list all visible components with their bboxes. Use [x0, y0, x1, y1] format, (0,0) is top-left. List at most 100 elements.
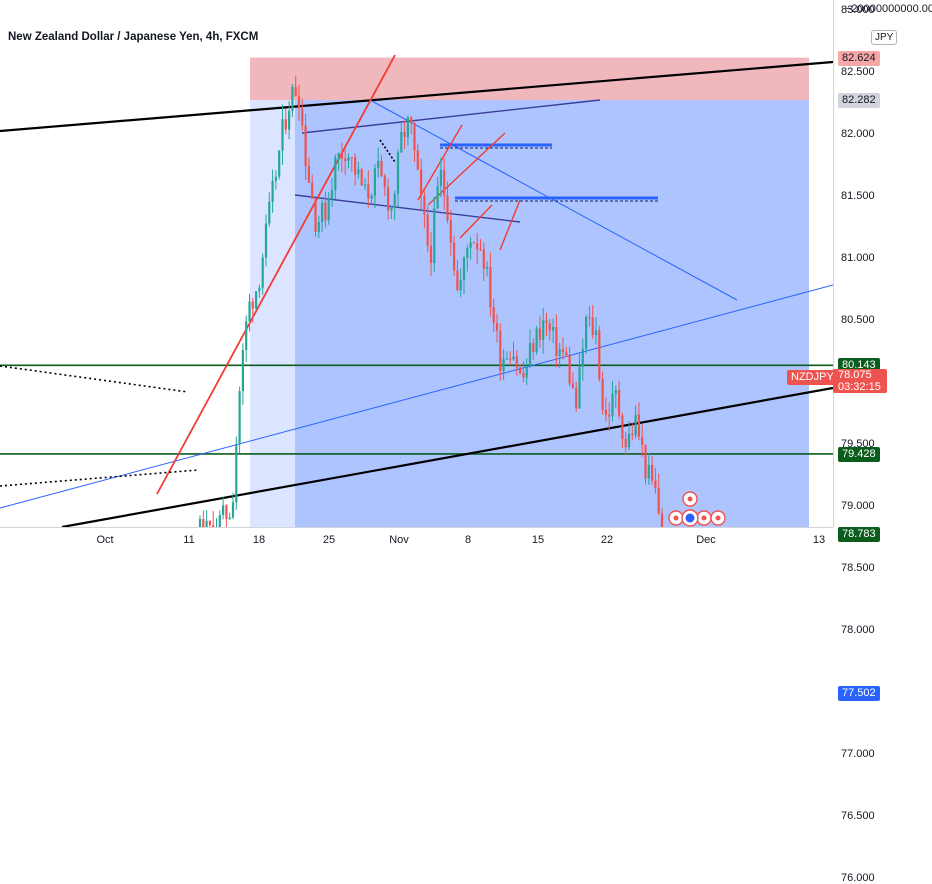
candle-body: [350, 157, 353, 159]
candle-body: [601, 378, 604, 410]
candle-body: [370, 195, 373, 199]
candle-body: [212, 525, 215, 527]
price-tick-label: 77.000: [841, 748, 875, 760]
candle-body: [462, 257, 466, 281]
candle-body: [271, 180, 274, 202]
candle-body: [532, 343, 535, 352]
candle-body: [456, 270, 459, 291]
candle-body: [410, 117, 413, 123]
candle-body: [337, 152, 340, 158]
candle-body: [321, 202, 324, 223]
price-tag: 82.282: [838, 93, 880, 109]
candle-body: [327, 199, 330, 221]
time-tick-label: 11: [183, 534, 195, 546]
falling-trend-line: [369, 99, 738, 301]
price-tick-label: 78.500: [841, 562, 875, 574]
price-tick-label: 82.500: [841, 66, 875, 78]
currency-badge[interactable]: JPY: [871, 30, 898, 45]
candle-body: [426, 214, 429, 246]
small-dotted-line: [379, 139, 396, 163]
candle-body: [433, 208, 436, 264]
candle-body: [509, 358, 512, 360]
candle-body: [591, 317, 594, 335]
candle-body: [258, 287, 261, 292]
candle-body: [347, 157, 350, 161]
channel-upper-line: [0, 60, 833, 133]
price-tick-label: 82.000: [841, 128, 875, 140]
candle-body: [436, 186, 439, 209]
candle-body: [588, 317, 591, 319]
candle-body: [660, 513, 664, 527]
last-price: 78.075: [838, 369, 872, 381]
candle-body: [512, 356, 515, 360]
candle-body: [618, 389, 621, 416]
candle-body: [202, 518, 205, 527]
price-tick-label: 78.000: [841, 624, 875, 636]
candle-body: [489, 267, 492, 308]
candle-body: [231, 502, 235, 518]
time-tick-label: 25: [322, 534, 336, 546]
candle-body: [390, 207, 393, 211]
candle-body: [261, 257, 264, 288]
candle-body: [218, 515, 221, 527]
candle-body: [413, 122, 416, 151]
candle-body: [634, 414, 637, 436]
candle-body: [377, 160, 380, 169]
event-markers[interactable]: [660, 490, 740, 530]
candle-body: [284, 119, 287, 130]
candle-body: [380, 160, 383, 176]
price-tag: 79.428: [838, 446, 880, 462]
candle-body: [423, 195, 426, 215]
red-channel-stroke: [499, 199, 521, 251]
candle-body: [548, 323, 551, 331]
candle-body: [301, 108, 304, 126]
candle-body: [330, 190, 334, 200]
chart-plot[interactable]: [0, 0, 833, 527]
trend-lines: [0, 54, 833, 527]
candle-body: [449, 219, 452, 243]
time-axis[interactable]: [0, 527, 833, 551]
time-tick-label: 15: [531, 534, 545, 546]
candle-body: [340, 152, 343, 159]
price-tag: 82.624: [838, 50, 880, 66]
axis-top-label: −20000000000.000: [845, 3, 932, 15]
candle-body: [575, 387, 578, 409]
candle-body: [637, 414, 640, 437]
candle-body: [538, 328, 541, 340]
candle-body: [555, 327, 558, 356]
event-marker-dot: [673, 515, 679, 521]
candle-body: [594, 330, 598, 335]
candle-body: [314, 198, 317, 232]
candle-body: [502, 358, 505, 372]
candle-body: [535, 328, 538, 352]
candle-body: [552, 327, 555, 331]
candle-body: [466, 247, 469, 258]
candle-body: [416, 150, 419, 170]
time-tick-label: Oct: [96, 534, 114, 546]
candle-body: [598, 330, 601, 379]
candle-body: [482, 249, 485, 269]
candle-body: [631, 433, 634, 436]
countdown: 03:32:15: [838, 381, 881, 393]
candle-body: [400, 132, 403, 153]
red-channel-stroke: [459, 204, 493, 239]
candle-body: [545, 320, 548, 324]
price-tag: 77.502: [838, 685, 880, 701]
candle-body: [420, 169, 423, 196]
candle-body: [344, 158, 347, 161]
candle-body: [251, 301, 254, 309]
price-axis[interactable]: [833, 0, 932, 527]
candle-body: [499, 330, 502, 372]
candle-body: [515, 356, 518, 368]
price-tick-label: 80.500: [841, 314, 875, 326]
candle-body: [657, 488, 660, 514]
candle-body: [522, 372, 525, 378]
candle-body: [360, 169, 363, 186]
candle-body: [429, 245, 433, 264]
channel-lower-line: [61, 386, 833, 527]
candle-body: [571, 383, 574, 388]
range-box-outer: [250, 57, 809, 527]
candle-body: [222, 505, 225, 516]
candle-body: [486, 267, 489, 269]
candle-body: [297, 96, 301, 109]
